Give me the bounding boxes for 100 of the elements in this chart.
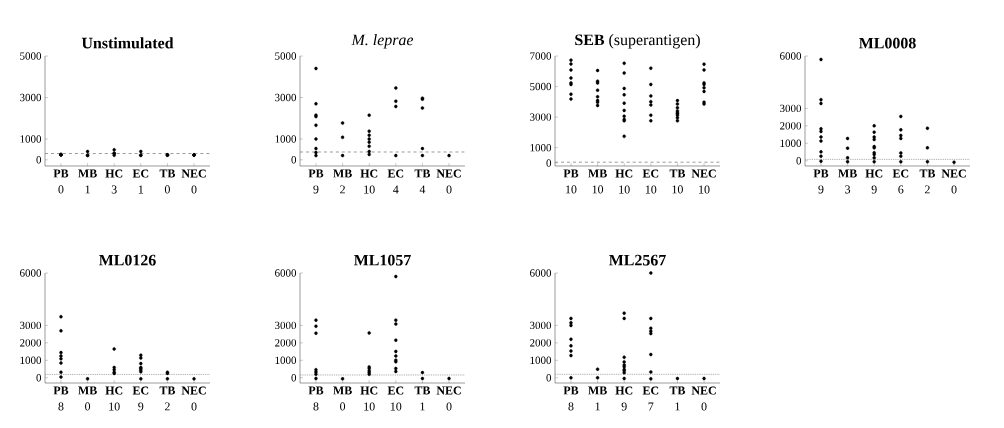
x-tick-label: PB <box>563 169 579 178</box>
x-tick-label: NEC <box>436 169 461 178</box>
y-tick-label: 2000 <box>275 339 297 347</box>
x-tick-label: MB <box>838 169 857 178</box>
x-tick-label: EC <box>132 386 149 395</box>
text: 10 <box>699 185 710 194</box>
chart-title: Unstimulated <box>81 37 174 49</box>
y-tick-label: 0 <box>36 374 42 382</box>
text: 0 <box>191 185 197 194</box>
x-tick-label: PB <box>53 386 69 395</box>
text: 1 <box>595 402 600 411</box>
text: 4 <box>393 185 399 194</box>
y-tick-label: 0 <box>546 159 552 167</box>
text: 8 <box>313 402 319 411</box>
y-tick-label: 7000 <box>530 52 552 60</box>
x-tick-label: PB <box>308 386 324 395</box>
y-tick-label: 6000 <box>20 269 42 277</box>
text: 10 <box>672 185 683 194</box>
y-tick-label: 1000 <box>275 135 297 143</box>
x-tick-label: HC <box>865 169 883 178</box>
x-tick-label: MB <box>588 169 607 178</box>
x-tick-label: MB <box>78 169 97 178</box>
text: 10 <box>364 185 375 194</box>
text: 10 <box>390 402 402 411</box>
text: 0 <box>85 402 91 411</box>
x-tick-label: EC <box>387 386 404 395</box>
y-tick-label: 1000 <box>530 356 552 364</box>
x-tick-label: EC <box>387 169 404 178</box>
x-tick-label: TB <box>414 386 431 395</box>
y-tick-label: 3000 <box>275 93 297 102</box>
text: 0 <box>58 185 64 194</box>
text: 7 <box>648 402 654 411</box>
x-tick-label: HC <box>615 386 633 395</box>
text: 0 <box>340 402 346 411</box>
y-tick-label: 0 <box>291 374 297 382</box>
x-tick-label: TB <box>159 169 176 178</box>
text: 10 <box>566 185 577 194</box>
text: 10 <box>645 185 657 194</box>
x-tick-label: HC <box>360 169 378 178</box>
text: 9 <box>138 402 144 411</box>
x-tick-label: NEC <box>691 169 716 178</box>
text: 0 <box>701 402 707 411</box>
chart-title: ML1057 <box>353 254 411 266</box>
text: 0 <box>951 185 957 194</box>
x-tick-label: TB <box>919 169 936 178</box>
text: 9 <box>871 185 877 194</box>
y-tick-label: 6000 <box>780 52 802 60</box>
y-tick-label: 1000 <box>780 139 802 147</box>
text: 0 <box>446 185 452 194</box>
y-tick-label: 3000 <box>780 104 802 113</box>
text: 1 <box>675 402 680 411</box>
x-tick-label: PB <box>53 169 69 178</box>
x-tick-label: PB <box>308 169 324 178</box>
x-tick-label: NEC <box>691 386 716 395</box>
x-tick-label: PB <box>813 169 829 178</box>
text: 8 <box>58 402 64 411</box>
x-tick-label: HC <box>615 169 633 178</box>
x-tick-label: TB <box>414 169 431 178</box>
x-tick-label: EC <box>892 169 909 178</box>
y-tick-label: 1000 <box>530 143 552 152</box>
x-tick-label: HC <box>360 386 378 395</box>
x-tick-label: MB <box>333 386 352 395</box>
text: 3 <box>111 185 117 194</box>
text: 10 <box>592 185 604 194</box>
text: 8 <box>568 402 574 411</box>
text: 0 <box>164 185 170 194</box>
y-tick-label: 5000 <box>275 52 297 60</box>
x-tick-label: NEC <box>436 386 461 395</box>
x-tick-label: NEC <box>181 169 206 178</box>
text: 1 <box>420 402 425 411</box>
y-tick-label: 3000 <box>530 113 552 121</box>
text: 10 <box>364 402 375 411</box>
y-tick-label: 3000 <box>20 321 42 330</box>
y-tick-label: 0 <box>291 156 297 164</box>
y-tick-label: 3000 <box>530 321 552 330</box>
text: 9 <box>621 402 627 411</box>
text: 10 <box>109 402 120 411</box>
chart-title: ML0126 <box>98 254 156 266</box>
text: 9 <box>313 185 319 194</box>
y-tick-label: 1000 <box>20 356 42 364</box>
y-tick-label: 2000 <box>530 339 552 347</box>
text: 2 <box>164 402 170 411</box>
x-tick-label: TB <box>669 386 686 395</box>
text: 2 <box>924 185 930 194</box>
x-tick-label: HC <box>105 386 123 395</box>
y-tick-label: 2000 <box>20 339 42 347</box>
x-tick-label: PB <box>563 386 579 395</box>
x-tick-label: NEC <box>181 386 206 395</box>
y-tick-label: 3000 <box>20 93 42 102</box>
x-tick-label: NEC <box>941 169 966 178</box>
text: 1 <box>85 185 90 194</box>
chart-title: ML0008 <box>859 37 916 49</box>
x-tick-label: EC <box>642 386 659 395</box>
y-tick-label: 0 <box>796 157 802 165</box>
text: 3 <box>845 185 851 194</box>
y-tick-label: 5000 <box>530 82 552 91</box>
y-tick-label: 6000 <box>530 269 552 277</box>
y-tick-label: 3000 <box>275 321 297 330</box>
text: 2 <box>340 185 345 194</box>
chart-title: SEB (superantigen) <box>575 34 700 49</box>
